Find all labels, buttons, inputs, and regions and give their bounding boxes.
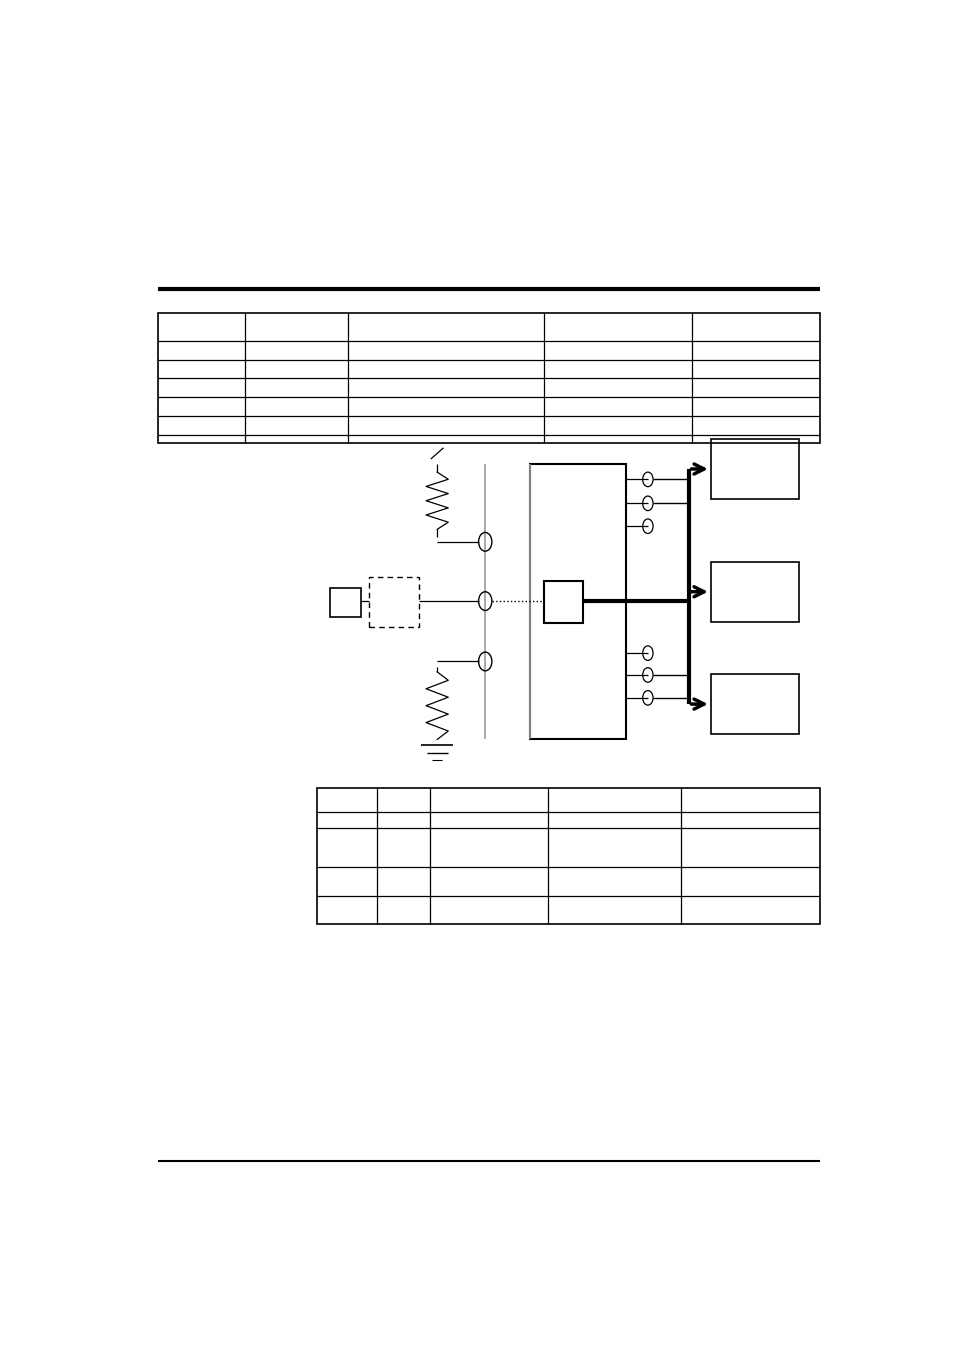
Bar: [710, 674, 799, 734]
Bar: [157, 313, 820, 443]
Bar: [544, 581, 582, 623]
Bar: [710, 562, 799, 621]
Bar: [369, 577, 419, 627]
Bar: [710, 439, 799, 499]
Bar: [317, 789, 820, 924]
Bar: [529, 463, 625, 739]
Bar: [330, 588, 360, 616]
